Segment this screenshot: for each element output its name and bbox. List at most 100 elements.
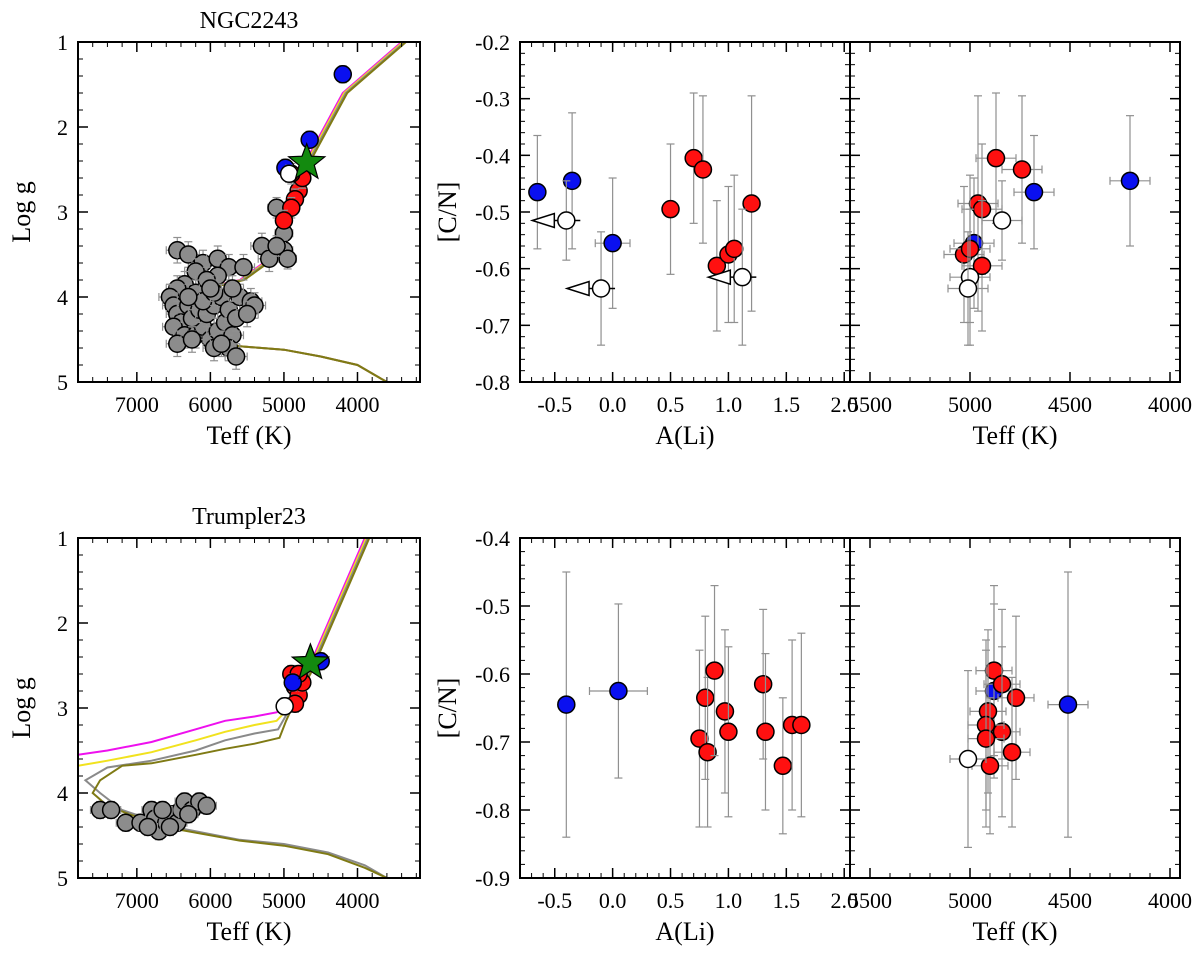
data-point-dwarfs xyxy=(179,805,198,824)
x-tick-label: 6000 xyxy=(188,888,232,913)
data-point-blue-giants xyxy=(1024,182,1044,202)
data-point-dwarfs xyxy=(153,800,172,820)
plot-area-trumpler23-hr xyxy=(78,538,388,878)
data-point-blue-giants xyxy=(603,233,622,253)
x-tick-label: 5000 xyxy=(948,392,992,417)
x-tick-label: 7000 xyxy=(115,888,159,913)
chart-trumpler23-cn-li: -0.5 0.0 0.5 1.0 1.5 2.0 -0.9 -0.8 -0.7 -0.6 -0.5 -… xyxy=(433,526,858,946)
data-point-dwarfs xyxy=(201,279,220,298)
plot-area-ngc2243-cn-li xyxy=(528,92,761,346)
x-tick-label: 0.0 xyxy=(599,888,627,913)
data-point-open-giants xyxy=(958,749,978,769)
y-tick-label: -0.7 xyxy=(475,730,510,755)
x-axis-label: Teff (K) xyxy=(972,421,1057,450)
data-point-red-giants xyxy=(986,148,1006,168)
y-axis-label: [C/N] xyxy=(433,678,462,739)
data-point-blue-giants xyxy=(333,65,353,84)
x-tick-label: -0.5 xyxy=(537,392,572,417)
data-point-red-giants xyxy=(719,722,738,742)
chart-ngc2243-cn-teff: 5500 5000 4500 4000 Teff (K) xyxy=(848,41,1192,450)
data-point-blue-giants xyxy=(1120,171,1140,191)
data-point-red-giants xyxy=(972,256,992,276)
upper-limit-arrow xyxy=(564,280,590,297)
y-tick-label: 2 xyxy=(57,611,68,636)
chart-trumpler23-cn-teff: 5500 5000 4500 4000 Teff (K) xyxy=(848,537,1192,946)
x-tick-label: 4000 xyxy=(1148,888,1192,913)
data-point-red-giants xyxy=(753,674,773,694)
x-axis-label: Teff (K) xyxy=(206,421,291,450)
x-tick-label: 0.5 xyxy=(657,888,685,913)
x-tick-label: 4500 xyxy=(1048,888,1092,913)
data-point-red-giants xyxy=(773,756,793,776)
data-point-red-giants xyxy=(698,742,717,762)
x-tick-label: 1.5 xyxy=(773,888,801,913)
y-axis-label: Log g xyxy=(7,181,36,242)
data-point-dwarfs xyxy=(237,304,257,324)
y-axis-label: Log g xyxy=(7,677,36,738)
y-tick-label: 4 xyxy=(57,285,68,310)
x-tick-label: 0.0 xyxy=(599,392,627,417)
data-point-dwarfs xyxy=(101,800,121,820)
data-point-blue-giants xyxy=(300,130,319,149)
data-point-red-giants xyxy=(696,688,715,708)
x-tick-label: 5500 xyxy=(848,888,892,913)
y-tick-label: 4 xyxy=(57,781,68,806)
data-point-dwarfs xyxy=(160,817,180,837)
y-tick-label: -0.5 xyxy=(475,200,510,225)
data-point-red-giants xyxy=(724,239,744,259)
data-point-dwarfs xyxy=(179,287,198,307)
plot-area-ngc2243-cn-teff xyxy=(943,92,1151,346)
y-tick-label: -0.9 xyxy=(475,866,510,891)
plot-frame xyxy=(849,537,1181,879)
x-tick-label: 4500 xyxy=(1048,392,1092,417)
benchmark-star-marker xyxy=(287,141,327,180)
upper-limit-arrow xyxy=(529,212,556,229)
data-point-upper-limits xyxy=(733,267,752,287)
y-tick-label: 1 xyxy=(57,526,68,551)
data-point-dwarfs xyxy=(197,796,216,815)
data-point-dwarfs xyxy=(182,330,202,349)
data-point-red-giants xyxy=(274,211,294,230)
chart-trumpler23-hr: 7000 6000 5000 4000 1 2 3 4 5 Teff (K) Log g Trumpl… xyxy=(7,504,421,946)
x-tick-label: 4000 xyxy=(1148,392,1192,417)
data-point-upper-limits xyxy=(591,279,611,298)
data-point-blue-giants xyxy=(528,182,547,202)
y-tick-label: -0.4 xyxy=(475,526,510,551)
x-tick-label: 2.0 xyxy=(830,392,858,417)
plot-area-trumpler23-cn-li xyxy=(557,571,811,838)
y-tick-label: -0.6 xyxy=(475,662,510,687)
chart-ngc2243-cn-li: -0.5 0.0 0.5 1.0 1.5 2.0 -0.8 -0.7 -0.6 -0.5 -0.4 -… xyxy=(433,30,858,450)
benchmark-star-marker xyxy=(290,642,331,680)
y-tick-label: -0.8 xyxy=(475,370,510,395)
plot-frame xyxy=(77,41,421,383)
data-point-blue-giants xyxy=(1058,695,1078,714)
x-tick-label: 2.0 xyxy=(830,888,858,913)
data-point-red-giants xyxy=(661,199,680,219)
data-point-li-rich-giants-gray xyxy=(267,236,286,256)
data-point-dwarfs xyxy=(234,258,253,277)
plot-area-trumpler23-cn-teff xyxy=(949,571,1089,849)
y-tick-label: -0.6 xyxy=(475,257,510,282)
x-tick-label: 6000 xyxy=(188,392,232,417)
x-axis-label: Teff (K) xyxy=(972,917,1057,946)
data-point-red-giants xyxy=(705,661,724,680)
x-tick-label: 0.5 xyxy=(657,392,685,417)
x-tick-label: -0.5 xyxy=(537,888,572,913)
x-tick-label: 5000 xyxy=(948,888,992,913)
y-tick-label: 1 xyxy=(57,30,68,55)
y-tick-label: -0.4 xyxy=(475,143,510,168)
data-point-red-giants xyxy=(1006,688,1026,708)
x-tick-label: 7000 xyxy=(115,392,159,417)
x-tick-label: 4000 xyxy=(335,392,379,417)
x-axis-label: A(Li) xyxy=(655,917,714,946)
x-tick-label: 1.5 xyxy=(773,392,801,417)
x-tick-label: 5500 xyxy=(848,392,892,417)
x-tick-label: 1.0 xyxy=(715,888,743,913)
x-tick-label: 5000 xyxy=(262,888,306,913)
data-point-open-giants xyxy=(958,279,978,298)
data-point-dwarfs xyxy=(223,279,242,298)
y-tick-label: -0.2 xyxy=(475,30,510,55)
y-tick-label: 3 xyxy=(57,696,68,721)
data-point-red-giants xyxy=(756,722,775,742)
